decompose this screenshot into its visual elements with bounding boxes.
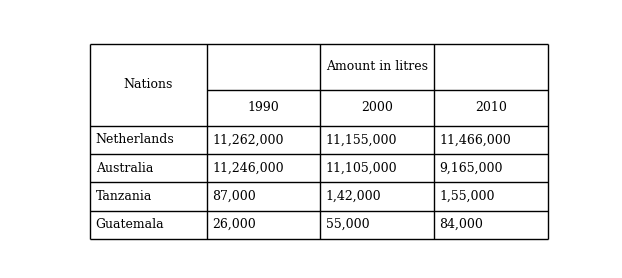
- Text: Netherlands: Netherlands: [96, 133, 174, 147]
- Text: Amount in litres: Amount in litres: [326, 60, 428, 73]
- Text: 2000: 2000: [361, 101, 393, 114]
- Text: 11,105,000: 11,105,000: [326, 162, 397, 175]
- Text: 87,000: 87,000: [212, 190, 256, 203]
- Text: 55,000: 55,000: [326, 218, 369, 231]
- Text: 1990: 1990: [248, 101, 279, 114]
- Text: 9,165,000: 9,165,000: [440, 162, 503, 175]
- Text: 11,155,000: 11,155,000: [326, 133, 397, 147]
- Text: Tanzania: Tanzania: [96, 190, 152, 203]
- Text: 11,262,000: 11,262,000: [212, 133, 284, 147]
- Text: 11,466,000: 11,466,000: [440, 133, 511, 147]
- Text: 1,42,000: 1,42,000: [326, 190, 381, 203]
- Text: Guatemala: Guatemala: [96, 218, 164, 231]
- Text: 11,246,000: 11,246,000: [212, 162, 284, 175]
- Text: 2010: 2010: [475, 101, 507, 114]
- Text: Nations: Nations: [124, 78, 173, 91]
- Text: 26,000: 26,000: [212, 218, 256, 231]
- Text: 1,55,000: 1,55,000: [440, 190, 495, 203]
- Text: Australia: Australia: [96, 162, 153, 175]
- Text: 84,000: 84,000: [440, 218, 483, 231]
